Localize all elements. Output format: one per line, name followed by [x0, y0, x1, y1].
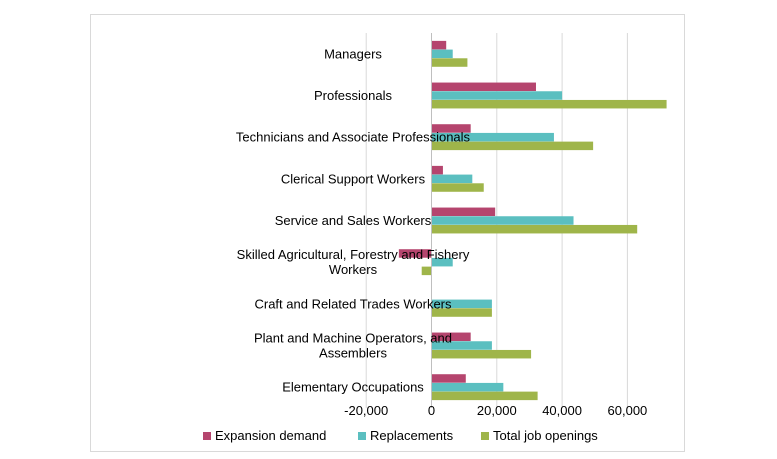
- bar: [431, 82, 536, 92]
- legend-swatch: [481, 432, 489, 440]
- bar: [398, 249, 432, 258]
- category-label: Professionals: [314, 88, 393, 103]
- category-label: Workers: [329, 262, 378, 277]
- legend-label: Expansion demand: [215, 428, 326, 443]
- bar: [431, 257, 453, 267]
- chart: Managers Professionals Technicians and Ass…: [203, 33, 667, 443]
- x-tick-label: 20,000: [477, 403, 517, 418]
- category-label: Plant and Machine Operators, and: [254, 331, 452, 346]
- category-label: Clerical Support Workers: [281, 171, 426, 186]
- bar: [431, 224, 638, 234]
- category-label: Craft and Related Trades Workers: [254, 296, 452, 311]
- bar: [431, 332, 471, 342]
- bar: [431, 308, 492, 317]
- x-tick-label: 0: [428, 403, 435, 418]
- bar: [431, 391, 538, 401]
- bar: [421, 266, 432, 276]
- bar: [431, 341, 492, 350]
- bar: [431, 49, 453, 59]
- chart-frame: Managers Professionals Technicians and Ass…: [90, 14, 685, 452]
- category-label: Elementary Occupations: [282, 380, 424, 395]
- bar: [431, 374, 466, 383]
- bar: [431, 141, 594, 151]
- category-label: Technicians and Associate Professionals: [236, 130, 471, 145]
- bar: [431, 207, 496, 217]
- legend-swatch: [358, 432, 366, 440]
- x-tick-label: -20,000: [344, 403, 388, 418]
- legend-swatch: [203, 432, 211, 440]
- x-tick-label: 40,000: [542, 403, 582, 418]
- legend-label: Total job openings: [493, 428, 598, 443]
- bar: [431, 216, 574, 225]
- legend-label: Replacements: [370, 428, 454, 443]
- bar: [431, 299, 492, 309]
- bar: [431, 174, 473, 184]
- x-tick-label: 60,000: [608, 403, 648, 418]
- bar: [431, 382, 504, 392]
- bar: [431, 349, 532, 359]
- bar: [431, 183, 484, 192]
- bar: [431, 124, 471, 133]
- category-label: Managers: [324, 46, 382, 61]
- bar: [431, 40, 447, 50]
- category-label: Skilled Agricultural, Forestry and Fishe…: [237, 247, 470, 262]
- bar: [431, 91, 563, 100]
- category-label: Assemblers: [319, 346, 387, 361]
- bar: [431, 165, 443, 175]
- bar: [431, 99, 667, 109]
- bar: [431, 58, 468, 67]
- bar: [431, 132, 554, 142]
- category-label: Service and Sales Workers: [275, 213, 432, 228]
